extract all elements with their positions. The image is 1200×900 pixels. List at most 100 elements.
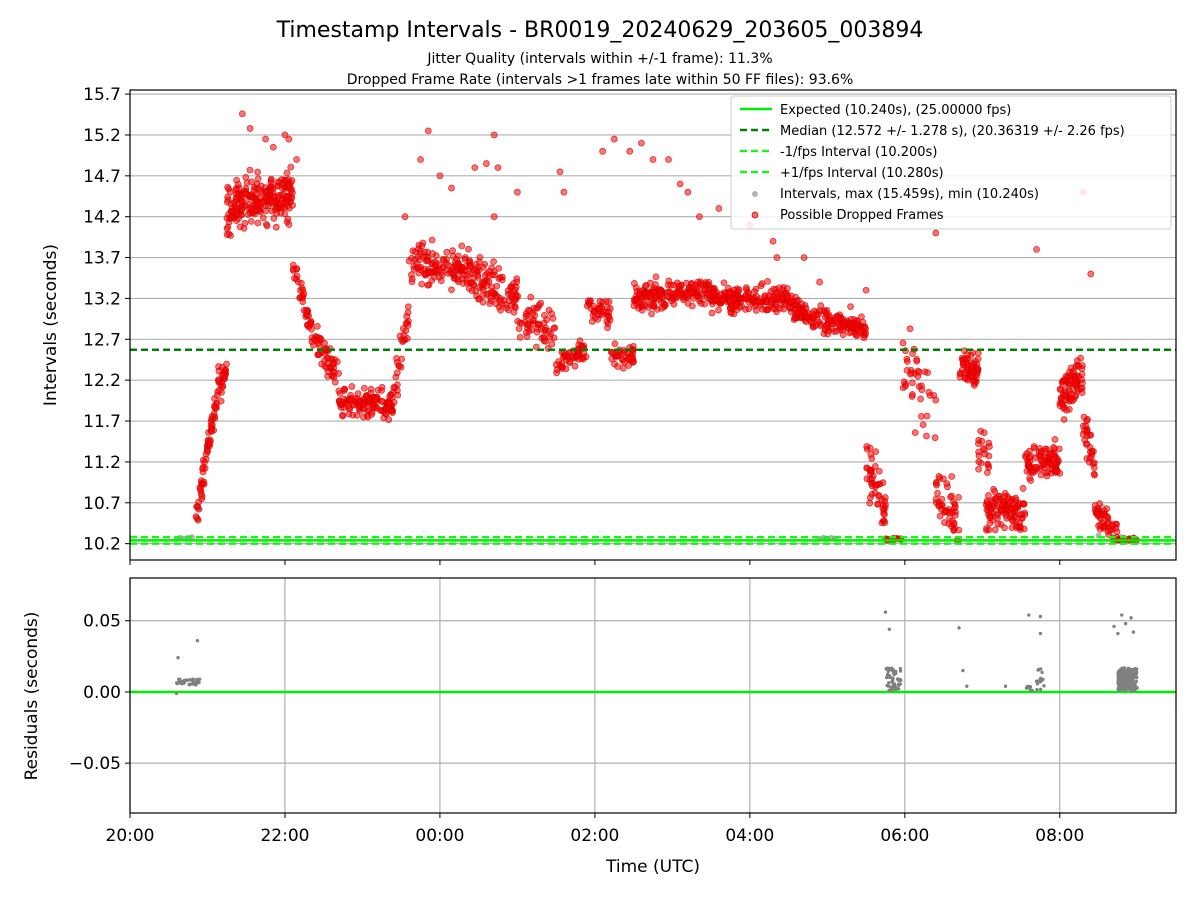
dropped-frame-point — [734, 288, 742, 296]
residual-point — [1120, 671, 1125, 675]
dropped-frame-point — [1065, 405, 1073, 413]
dropped-frame-point — [337, 404, 345, 411]
dropped-frame-point — [839, 331, 847, 339]
dropped-frame-point — [1075, 363, 1082, 370]
dropped-frame-point — [649, 156, 657, 163]
dropped-frame-point — [839, 322, 847, 330]
legend-dropped-label: Possible Dropped Frames — [780, 208, 944, 223]
residual-point — [197, 680, 201, 685]
dropped-frame-point — [542, 337, 550, 345]
residual-point — [883, 610, 888, 614]
intervals-y-tick-label: 15.7 — [83, 85, 121, 105]
dropped-frame-point — [1070, 367, 1077, 375]
dropped-frame-point — [917, 395, 924, 403]
dropped-frame-point — [881, 494, 889, 501]
dropped-frame-point — [684, 188, 692, 196]
dropped-frame-point — [908, 393, 916, 400]
dropped-frame-point — [1061, 396, 1069, 404]
dropped-frame-point — [274, 178, 282, 186]
dropped-frame-point — [705, 281, 712, 289]
dropped-frame-point — [498, 300, 506, 308]
dropped-frame-point — [911, 429, 919, 437]
dropped-frame-point — [955, 526, 963, 534]
dropped-frame-point — [672, 289, 680, 297]
dropped-frame-point — [270, 192, 278, 200]
dropped-frame-point — [664, 281, 672, 289]
dropped-frame-point — [939, 475, 947, 483]
dropped-frame-point — [253, 199, 261, 206]
dropped-frame-point — [548, 310, 556, 317]
legend: Expected (10.240s), (25.00000 fps) Media… — [730, 95, 1172, 230]
dropped-frame-point — [854, 331, 861, 339]
dropped-frame-point — [868, 455, 876, 462]
dropped-frame-point — [915, 368, 923, 376]
residual-point — [1037, 679, 1041, 683]
x-tick-label: 20:00 — [106, 826, 155, 846]
dropped-frame-point — [822, 309, 830, 317]
dropped-frame-point — [1079, 379, 1086, 387]
residual-point — [898, 669, 903, 673]
residual-point — [1038, 614, 1043, 619]
residual-point — [185, 678, 190, 682]
dropped-frame-point — [1018, 510, 1026, 518]
dropped-frame-point — [223, 198, 231, 206]
residual-point — [1131, 630, 1136, 634]
dropped-frame-point — [293, 156, 300, 163]
dropped-frame-point — [458, 242, 466, 250]
residual-point — [1042, 684, 1046, 688]
dropped-frame-point — [913, 356, 921, 363]
residual-point — [1035, 688, 1039, 692]
dropped-frame-point — [960, 359, 967, 367]
dropped-frame-point — [399, 338, 407, 345]
dropped-frame-point — [1081, 427, 1088, 434]
dropped-frame-point — [390, 398, 398, 406]
dropped-frame-point — [349, 411, 357, 419]
dropped-frame-point — [277, 200, 285, 208]
dropped-frame-point — [1037, 456, 1045, 464]
dropped-frame-point — [378, 383, 386, 391]
figure-subtitle-jitter: Jitter Quality (intervals within +/-1 fr… — [426, 51, 772, 67]
dropped-frame-point — [823, 322, 831, 329]
dropped-frame-point — [948, 492, 955, 500]
legend-valid-swatch — [752, 191, 758, 197]
dropped-frame-point — [437, 277, 445, 285]
dropped-frame-point — [533, 328, 541, 336]
dropped-frame-point — [513, 278, 521, 286]
dropped-frame-point — [863, 475, 871, 483]
dropped-frame-point — [210, 410, 218, 418]
dropped-frame-point — [801, 301, 809, 309]
dropped-frame-point — [932, 495, 940, 503]
dropped-frame-point — [330, 364, 338, 372]
dropped-frame-point — [443, 248, 451, 256]
dropped-frame-point — [468, 269, 476, 277]
dropped-frame-point — [948, 473, 956, 480]
dropped-frame-point — [253, 180, 261, 188]
dropped-frame-point — [467, 263, 474, 270]
dropped-frame-point — [1001, 524, 1008, 532]
dropped-frame-point — [792, 293, 799, 301]
dropped-frame-point — [435, 266, 443, 274]
x-tick-label: 06:00 — [880, 826, 929, 846]
residual-point — [1038, 667, 1043, 671]
dropped-frame-point — [715, 205, 723, 212]
dropped-frame-point — [611, 340, 619, 348]
dropped-frame-point — [362, 392, 370, 400]
dropped-frame-point — [1033, 245, 1040, 253]
dropped-frame-point — [875, 467, 883, 475]
dropped-frame-point — [465, 245, 472, 253]
dropped-frame-point — [451, 262, 459, 270]
dropped-frame-point — [638, 306, 646, 314]
dropped-frame-point — [254, 219, 262, 227]
dropped-frame-point — [713, 296, 721, 304]
dropped-frame-point — [832, 327, 840, 335]
dropped-frame-point — [863, 443, 871, 450]
residual-point — [1127, 673, 1131, 677]
dropped-frame-point — [488, 264, 496, 272]
residual-point — [891, 678, 895, 682]
dropped-frame-point — [1091, 502, 1099, 510]
dropped-frame-point — [234, 181, 242, 188]
dropped-frame-point — [346, 396, 353, 404]
residual-point — [899, 678, 903, 683]
dropped-frame-point — [817, 320, 825, 328]
intervals-y-tick-label: 14.7 — [83, 167, 121, 187]
